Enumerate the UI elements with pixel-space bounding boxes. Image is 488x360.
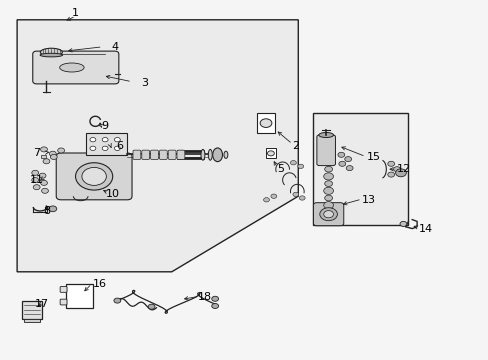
Text: 1: 1 — [72, 8, 79, 18]
FancyBboxPatch shape — [56, 153, 132, 200]
Text: 12: 12 — [396, 164, 409, 174]
Circle shape — [32, 177, 39, 183]
Text: 13: 13 — [362, 195, 375, 205]
Circle shape — [260, 119, 271, 127]
Circle shape — [32, 170, 39, 175]
Text: 11: 11 — [30, 175, 43, 185]
Text: 8: 8 — [43, 206, 50, 216]
Circle shape — [50, 154, 57, 159]
Circle shape — [337, 152, 344, 157]
FancyBboxPatch shape — [60, 299, 67, 305]
FancyBboxPatch shape — [265, 148, 276, 158]
Polygon shape — [17, 20, 298, 272]
Circle shape — [39, 173, 46, 178]
Circle shape — [270, 194, 276, 198]
FancyBboxPatch shape — [150, 150, 158, 159]
Ellipse shape — [201, 149, 204, 160]
Circle shape — [102, 138, 108, 142]
FancyBboxPatch shape — [159, 150, 167, 159]
Circle shape — [211, 296, 218, 301]
Circle shape — [41, 180, 47, 185]
Text: 15: 15 — [366, 152, 380, 162]
Circle shape — [387, 161, 394, 166]
Circle shape — [292, 192, 298, 197]
Circle shape — [76, 163, 112, 190]
Text: 16: 16 — [93, 279, 107, 289]
Circle shape — [344, 157, 351, 162]
Circle shape — [90, 138, 96, 142]
Circle shape — [267, 151, 274, 156]
Text: 3: 3 — [141, 78, 147, 88]
Ellipse shape — [40, 48, 62, 56]
Circle shape — [323, 173, 333, 180]
Circle shape — [323, 187, 333, 194]
Text: 5: 5 — [277, 164, 284, 174]
FancyBboxPatch shape — [313, 203, 343, 226]
Circle shape — [43, 159, 50, 164]
Circle shape — [211, 303, 218, 309]
Circle shape — [114, 298, 121, 303]
FancyBboxPatch shape — [33, 51, 119, 84]
Circle shape — [290, 161, 296, 165]
Circle shape — [114, 138, 120, 142]
Polygon shape — [312, 113, 407, 225]
Ellipse shape — [212, 148, 222, 162]
Circle shape — [263, 198, 269, 202]
Text: 14: 14 — [418, 224, 431, 234]
Circle shape — [41, 188, 48, 193]
Circle shape — [324, 181, 332, 186]
Circle shape — [346, 166, 352, 171]
FancyBboxPatch shape — [85, 133, 127, 155]
Ellipse shape — [40, 53, 62, 57]
Text: 4: 4 — [111, 42, 118, 52]
Ellipse shape — [224, 151, 227, 158]
Circle shape — [324, 195, 332, 201]
Text: 9: 9 — [102, 121, 108, 131]
Ellipse shape — [60, 63, 84, 72]
FancyBboxPatch shape — [60, 287, 67, 292]
Text: 17: 17 — [35, 299, 48, 309]
Circle shape — [393, 167, 400, 172]
FancyBboxPatch shape — [133, 150, 141, 159]
Circle shape — [49, 151, 56, 156]
Circle shape — [395, 169, 406, 177]
FancyBboxPatch shape — [316, 135, 335, 166]
Circle shape — [58, 148, 64, 153]
FancyBboxPatch shape — [256, 113, 275, 133]
Circle shape — [102, 146, 108, 150]
FancyBboxPatch shape — [168, 150, 176, 159]
Ellipse shape — [318, 132, 333, 138]
Circle shape — [148, 304, 155, 309]
Circle shape — [33, 185, 40, 190]
Text: 18: 18 — [198, 292, 212, 302]
Circle shape — [323, 211, 333, 218]
Circle shape — [387, 172, 394, 177]
Ellipse shape — [208, 149, 212, 160]
FancyBboxPatch shape — [66, 284, 93, 308]
Circle shape — [299, 196, 305, 200]
Circle shape — [399, 221, 406, 226]
Text: 2: 2 — [292, 141, 299, 151]
Circle shape — [90, 146, 96, 150]
FancyBboxPatch shape — [142, 150, 149, 159]
FancyBboxPatch shape — [24, 319, 40, 322]
FancyBboxPatch shape — [22, 301, 41, 319]
Circle shape — [114, 146, 120, 150]
Text: 6: 6 — [116, 141, 123, 151]
Circle shape — [319, 208, 337, 221]
Circle shape — [41, 147, 47, 152]
Circle shape — [49, 206, 57, 212]
Circle shape — [338, 161, 345, 166]
Text: 7: 7 — [33, 148, 40, 158]
Circle shape — [324, 166, 332, 172]
Text: 10: 10 — [105, 189, 119, 199]
FancyBboxPatch shape — [177, 150, 184, 159]
Circle shape — [297, 164, 303, 168]
Circle shape — [323, 202, 333, 209]
Circle shape — [82, 167, 106, 185]
FancyBboxPatch shape — [41, 155, 46, 158]
